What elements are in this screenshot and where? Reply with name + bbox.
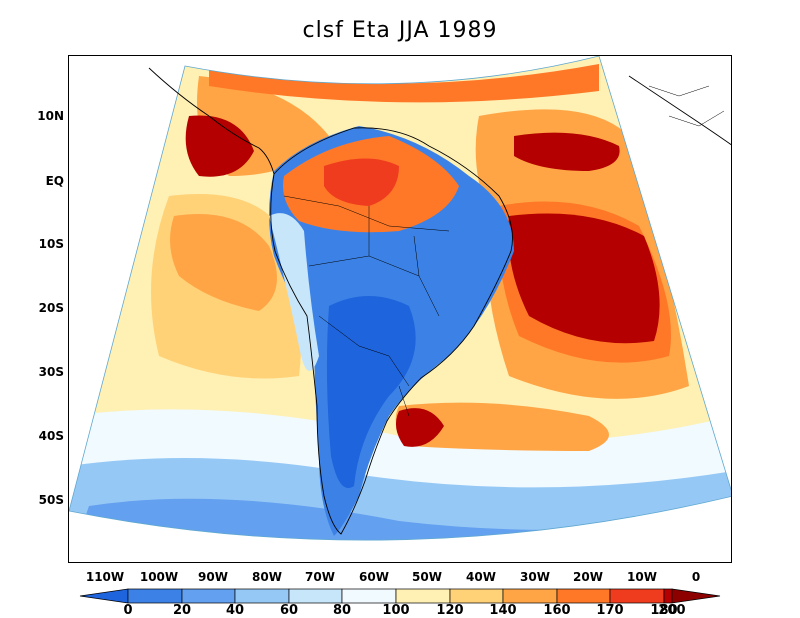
colorbar-label: 140 — [489, 603, 517, 618]
colorbar-box — [341, 588, 397, 604]
map-plot-area — [68, 55, 732, 563]
lon-label-30w: 30W — [520, 570, 550, 584]
lon-label-10w: 10W — [627, 570, 657, 584]
colorbar-label: 0 — [123, 603, 133, 618]
border-line — [283, 195, 450, 232]
southern-ocean-mid — [69, 498, 731, 541]
border-line — [413, 235, 420, 277]
colorbar — [79, 588, 721, 604]
colorbar-label: 160 — [543, 603, 571, 618]
colorbar-box — [395, 588, 451, 604]
atlantic-tropical-hot — [508, 213, 660, 344]
border-line — [308, 255, 440, 317]
colorbar-box — [502, 588, 558, 604]
lon-label-60w: 60W — [359, 570, 389, 584]
colorbar-label: 120 — [436, 603, 464, 618]
border-line — [648, 85, 710, 97]
map-canvas — [69, 56, 731, 541]
colorbar-label: 100 — [382, 603, 410, 618]
colorbar-box — [288, 588, 343, 604]
country-borders — [283, 85, 725, 417]
colorbar-label: 80 — [332, 603, 352, 618]
colorbar-label: 200 — [658, 603, 686, 618]
amazon-hot-core — [324, 158, 399, 206]
lon-label-90w: 90W — [198, 570, 228, 584]
colorbar-label: 60 — [279, 603, 299, 618]
colorbar-arrow-high — [671, 588, 721, 604]
colorbar-box — [609, 588, 665, 604]
coastlines — [148, 67, 731, 535]
domain-boundary — [69, 56, 731, 541]
border-line — [398, 385, 410, 417]
lat-label-40s: 40S — [38, 429, 64, 443]
midlat-hot-core — [395, 408, 444, 447]
lon-label-110w: 110W — [85, 570, 125, 584]
caribbean-hot — [185, 115, 254, 177]
lat-label-50s: 50S — [38, 493, 64, 507]
lat-label-30s: 30S — [38, 365, 64, 379]
colorbar-box — [556, 588, 611, 604]
pacific-band-orange — [170, 214, 277, 311]
south-america-coast — [270, 127, 513, 535]
lon-label-20w: 20W — [573, 570, 603, 584]
north-edge-warm — [209, 64, 599, 103]
colorbar-label: 180 — [650, 603, 678, 618]
lon-label-70w: 70W — [305, 570, 335, 584]
colorbar-box — [663, 588, 673, 604]
lat-label-eq: EQ — [45, 174, 64, 188]
lat-label-20s: 20S — [38, 301, 64, 315]
colorbar-box — [127, 588, 183, 604]
colorbar-arrow-low — [79, 588, 129, 604]
border-line — [668, 110, 725, 127]
lat-label-10s: 10S — [38, 237, 64, 251]
page-title: clsf Eta JJA 1989 — [302, 18, 498, 43]
field-layer — [69, 56, 731, 541]
colorbar-label: 40 — [225, 603, 245, 618]
colorbar-label: 170 — [596, 603, 624, 618]
central-america-coast — [148, 67, 275, 175]
atlantic-north-hot — [514, 132, 620, 171]
colorbar-box — [181, 588, 236, 604]
lon-label-0: 0 — [691, 570, 701, 584]
lon-label-50w: 50W — [412, 570, 442, 584]
lon-label-40w: 40W — [466, 570, 496, 584]
colorbar-box — [449, 588, 504, 604]
border-line — [318, 315, 410, 387]
colorbar-label: 20 — [172, 603, 192, 618]
colorbar-box — [234, 588, 290, 604]
midlat-warm-streak — [395, 402, 609, 451]
lat-label-10n: 10N — [37, 109, 64, 123]
lon-label-100w: 100W — [139, 570, 179, 584]
continent-deep-low — [326, 296, 416, 488]
andes-light — [269, 213, 319, 371]
africa-coast — [628, 75, 731, 146]
lon-label-80w: 80W — [252, 570, 282, 584]
